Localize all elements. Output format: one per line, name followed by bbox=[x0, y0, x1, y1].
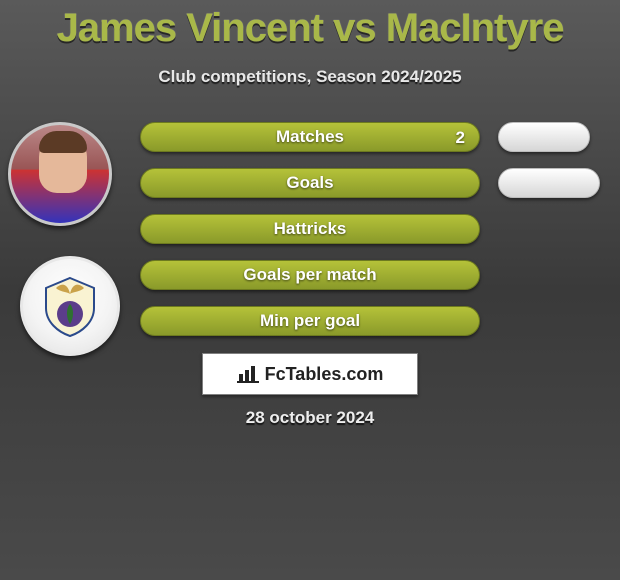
p2-bar bbox=[498, 168, 600, 198]
stat-label: Hattricks bbox=[274, 219, 347, 239]
footer-date: 28 october 2024 bbox=[0, 408, 620, 428]
p1-bar: Hattricks bbox=[140, 214, 480, 244]
team-crest-icon bbox=[38, 274, 102, 338]
stat-label: Matches bbox=[276, 127, 344, 147]
stat-label: Goals per match bbox=[243, 265, 376, 285]
stat-row-matches: Matches 2 bbox=[140, 122, 600, 152]
p1-bar: Goals bbox=[140, 168, 480, 198]
stat-row-min-per-goal: Min per goal bbox=[140, 306, 600, 336]
brand-badge: FcTables.com bbox=[202, 353, 418, 395]
chart-icon bbox=[237, 365, 259, 383]
p2-bar bbox=[498, 122, 590, 152]
page-subtitle: Club competitions, Season 2024/2025 bbox=[0, 67, 620, 87]
stat-label: Goals bbox=[286, 173, 333, 193]
stat-row-hattricks: Hattricks bbox=[140, 214, 600, 244]
page-title: James Vincent vs MacIntyre bbox=[0, 0, 620, 51]
stat-row-goals: Goals bbox=[140, 168, 600, 198]
player1-avatar bbox=[8, 122, 112, 226]
p1-bar: Min per goal bbox=[140, 306, 480, 336]
player2-avatar bbox=[20, 256, 120, 356]
p1-bar: Goals per match bbox=[140, 260, 480, 290]
stat-row-goals-per-match: Goals per match bbox=[140, 260, 600, 290]
brand-text: FcTables.com bbox=[265, 364, 384, 385]
p1-value: 2 bbox=[456, 123, 465, 153]
stat-label: Min per goal bbox=[260, 311, 360, 331]
comparison-chart: Matches 2 Goals Hattricks Goals per matc… bbox=[140, 122, 600, 352]
p1-bar: Matches 2 bbox=[140, 122, 480, 152]
